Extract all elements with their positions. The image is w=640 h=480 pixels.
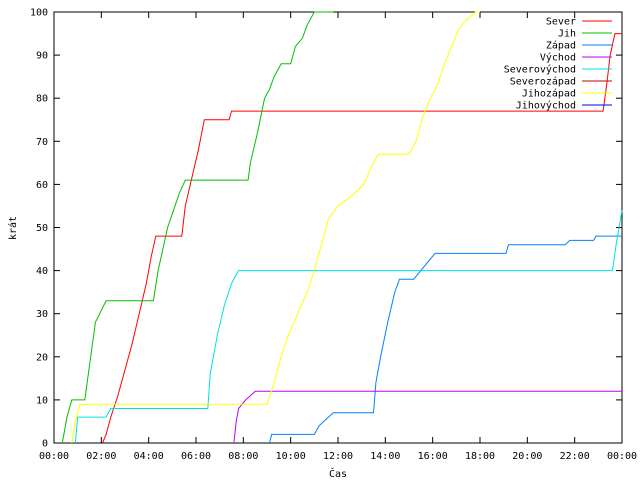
- series-line: [71, 11, 480, 444]
- y-tick-label: 90: [36, 51, 48, 62]
- y-tick-label: 60: [36, 180, 48, 191]
- x-tick-label: 10:00: [276, 451, 306, 462]
- y-tick-label: 70: [36, 137, 48, 148]
- x-axis-label: Čas: [329, 467, 347, 480]
- x-tick-label: 00:00: [39, 451, 69, 462]
- series-line: [74, 210, 623, 444]
- x-tick-label: 12:00: [323, 451, 353, 462]
- x-tick-label: 00:00: [607, 451, 637, 462]
- x-tick-label: 18:00: [465, 451, 495, 462]
- series-line: [233, 390, 622, 444]
- series-line: [102, 33, 622, 444]
- y-tick-label: 80: [36, 94, 48, 105]
- series-line: [61, 11, 334, 444]
- legend-label: Severovýchod: [504, 64, 576, 76]
- series-line: [268, 235, 622, 444]
- legend-label: Jih: [558, 29, 576, 40]
- x-tick-label: 04:00: [134, 451, 164, 462]
- y-tick-label: 40: [36, 266, 48, 277]
- y-tick-label: 10: [36, 395, 48, 406]
- y-axis-label: krát: [7, 216, 19, 240]
- x-tick-label: 14:00: [370, 451, 400, 462]
- y-tick-label: 0: [42, 439, 48, 450]
- x-tick-label: 22:00: [560, 451, 590, 462]
- y-tick-label: 30: [36, 309, 48, 320]
- legend-label: Jihovýchod: [516, 100, 576, 112]
- legend-label: Severozápad: [510, 76, 576, 88]
- legend-label: Jihozápad: [522, 88, 576, 100]
- y-tick-label: 50: [36, 223, 48, 234]
- legend-label: Východ: [540, 52, 576, 64]
- y-tick-label: 100: [30, 8, 48, 19]
- x-tick-label: 02:00: [86, 451, 116, 462]
- x-tick-label: 08:00: [228, 451, 258, 462]
- legend: SeverJihZápadVýchodSeverovýchodSeverozáp…: [504, 17, 612, 112]
- series-lines: [61, 11, 623, 444]
- legend-label: Západ: [546, 40, 576, 52]
- x-tick-label: 06:00: [181, 451, 211, 462]
- y-tick-label: 20: [36, 352, 48, 363]
- legend-label: Sever: [546, 17, 576, 28]
- x-tick-label: 20:00: [512, 451, 542, 462]
- axis-ticks: 0 10 20 30 40 50 60 70 80 90 100 00:00 02:00 04:00 06:…: [30, 8, 637, 463]
- x-tick-label: 16:00: [418, 451, 448, 462]
